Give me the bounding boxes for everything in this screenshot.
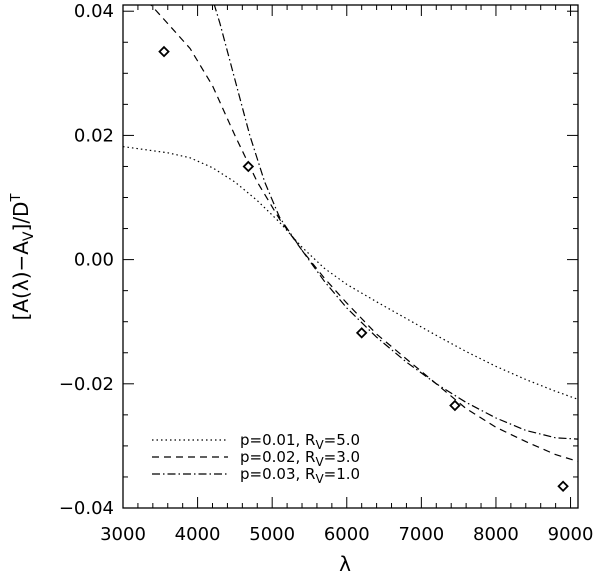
x-tick-label: 6000: [324, 524, 370, 545]
y-axis-title: [A(λ)−AV]/DT: [9, 194, 37, 321]
data-point-diamond: [158, 45, 170, 58]
y-axis-title-sup: T: [9, 194, 24, 203]
y-axis-title-main: [A(λ)−A: [9, 241, 33, 321]
y-tick-label: 0.02: [74, 125, 114, 146]
x-axis-title: λ: [339, 552, 351, 573]
data-point-diamond: [449, 399, 461, 412]
legend: p=0.01, RV=5.0p=0.02, RV=3.0p=0.03, RV=1…: [152, 431, 360, 486]
y-tick-label: 0.04: [74, 1, 114, 22]
data-point-diamond: [355, 327, 368, 339]
x-tick-label: 5000: [249, 524, 295, 545]
legend-label: p=0.01, RV=5.0: [240, 431, 360, 452]
y-axis-title-mid: ]/D: [9, 202, 33, 232]
y-axis-title-sub: V: [21, 231, 37, 241]
x-tick-label: 4000: [175, 524, 221, 545]
y-tick-label: −0.04: [59, 498, 114, 519]
axes: 3000 4000 5000 6000 7000 8000 9000 −0.04 −0.02 0.…: [59, 1, 594, 545]
data-point-diamond: [557, 480, 569, 493]
legend-label: p=0.02, RV=3.0: [240, 448, 360, 469]
series-line-dashdot: [213, 5, 578, 440]
y-tick-label: −0.02: [59, 374, 114, 395]
data-point-diamond: [242, 160, 255, 173]
x-tick-label: 7000: [398, 524, 444, 545]
series-line-dashed: [150, 5, 578, 462]
x-tick-label: 3000: [100, 524, 146, 545]
y-tick-label: 0.00: [74, 250, 114, 271]
data-points: [158, 45, 569, 493]
legend-label: p=0.03, RV=1.0: [240, 465, 360, 486]
x-tick-label: 8000: [473, 524, 519, 545]
series-line-dotted: [123, 146, 578, 400]
series-layer: [123, 5, 578, 462]
x-tick-label: 9000: [548, 524, 594, 545]
plot-frame: [122, 4, 579, 509]
